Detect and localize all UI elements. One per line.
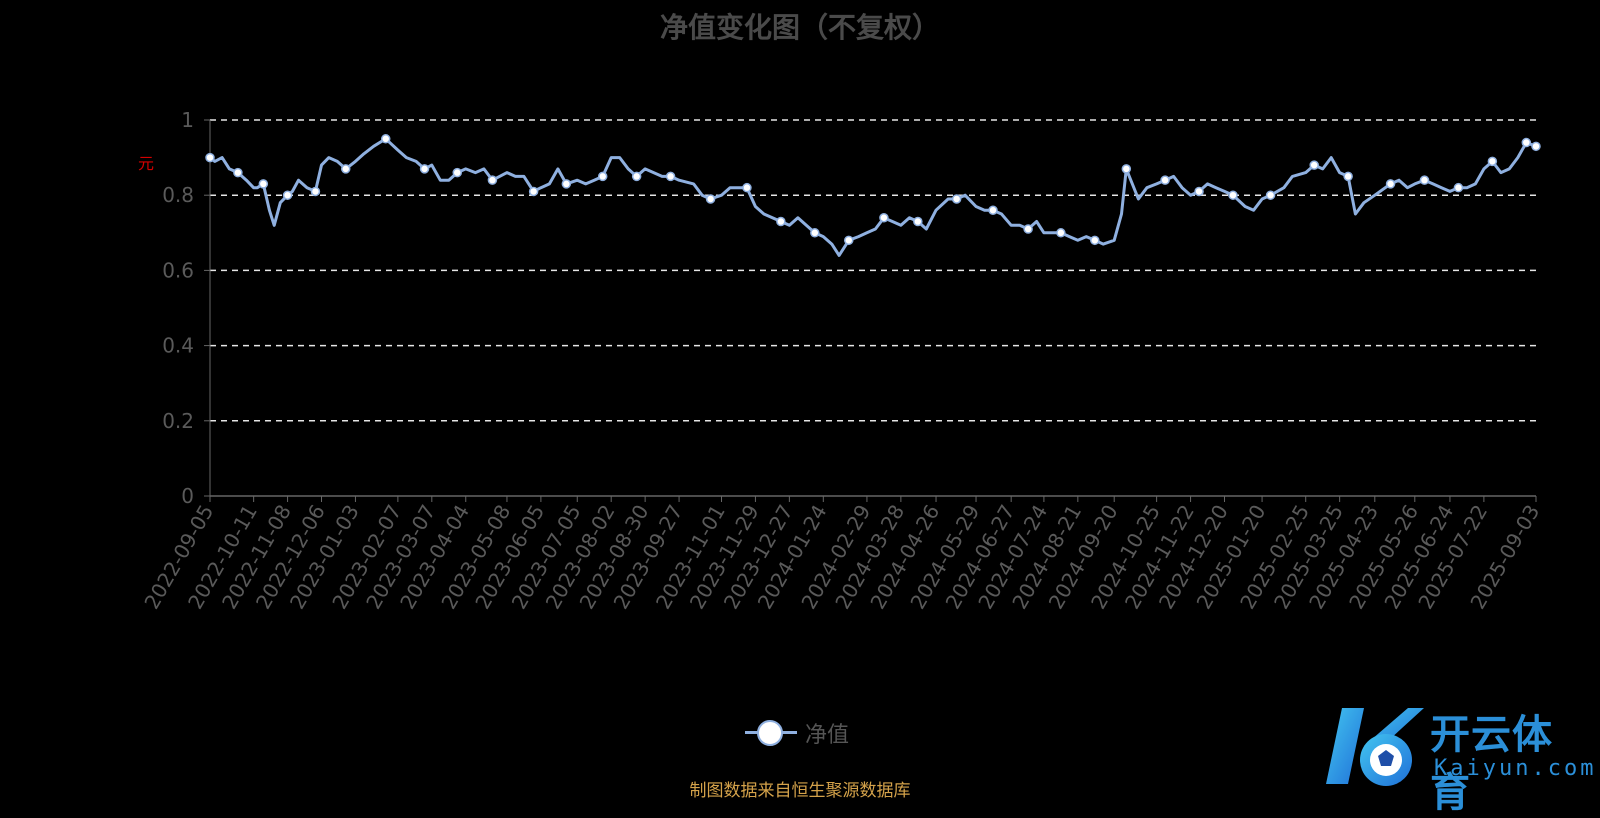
data-point (282, 190, 293, 200)
legend-series-marker (745, 718, 797, 748)
data-point (487, 175, 498, 185)
data-point (1265, 190, 1276, 200)
logo-text-en: Kaiyun.com (1434, 756, 1597, 781)
data-point (597, 171, 608, 182)
data-point (913, 216, 923, 227)
data-point (951, 194, 962, 204)
data-point (1343, 171, 1353, 182)
data-point (1160, 175, 1170, 185)
data-point (1023, 224, 1033, 234)
data-point (561, 179, 572, 189)
data-point (665, 171, 676, 182)
y-tick-label: 0.4 (162, 334, 194, 358)
data-point (1453, 182, 1464, 193)
data-point (879, 213, 889, 223)
data-point (310, 186, 321, 197)
data-point (233, 167, 243, 178)
kaiyun-logo: 开云体育 Kaiyun.com (1312, 700, 1593, 816)
y-tick-label: 0.2 (162, 409, 194, 433)
y-tick-label: 0 (181, 484, 194, 508)
data-point (528, 186, 539, 197)
data-point (742, 182, 752, 193)
data-point (419, 164, 430, 174)
kaiyun-logo-icon (1326, 708, 1424, 786)
y-axis-unit-label: 元 (138, 154, 155, 173)
data-point (1056, 228, 1066, 238)
data-point (776, 216, 786, 227)
data-point (1521, 137, 1532, 148)
data-source-note: 制图数据来自恒生聚源数据库 (689, 781, 911, 801)
data-point (988, 205, 998, 215)
data-point (810, 228, 820, 238)
data-point (844, 235, 854, 246)
data-point (1419, 175, 1430, 185)
data-point (1090, 235, 1100, 246)
data-point (1309, 160, 1319, 170)
y-tick-label: 0.6 (162, 258, 194, 282)
series-line-nav (209, 137, 1537, 257)
data-point (705, 194, 716, 204)
legend-series-label: 净值 (805, 723, 850, 748)
data-point (1194, 186, 1204, 197)
logo-text-cn: 开云体育 (1430, 712, 1553, 816)
data-point (380, 134, 391, 144)
data-point (1385, 179, 1396, 189)
data-point (205, 152, 215, 163)
data-point (1487, 156, 1498, 167)
data-point (258, 179, 269, 189)
line-chart: 00.20.40.60.812022-09-052022-10-112022-1… (139, 108, 1544, 613)
data-point (452, 167, 463, 178)
y-tick-label: 0.8 (162, 183, 194, 207)
data-point (341, 164, 351, 174)
data-point (631, 171, 642, 182)
legend[interactable]: 净值 (745, 718, 849, 748)
data-point (1228, 190, 1238, 200)
data-point (1531, 141, 1541, 152)
chart-title: 净值变化图（不复权） (659, 11, 940, 44)
y-tick-label: 1 (181, 108, 194, 132)
data-point (1121, 164, 1132, 174)
